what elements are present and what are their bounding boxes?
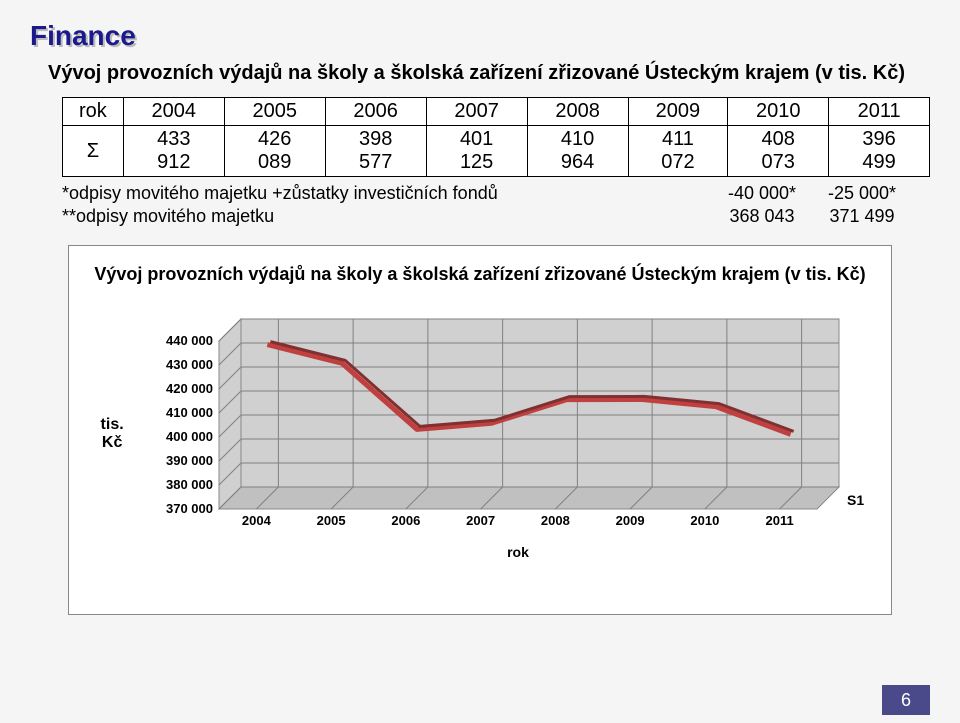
table-cell: 433 912 bbox=[123, 126, 224, 177]
table-header-year: 2011 bbox=[829, 98, 930, 126]
svg-text:2008: 2008 bbox=[541, 513, 570, 528]
line-chart: 370 000 380 000 390 000 400 000 410 000 420 0… bbox=[139, 309, 871, 559]
chart-ylabel: tis. Kč bbox=[89, 416, 135, 452]
svg-text:440 000: 440 000 bbox=[166, 333, 213, 348]
svg-text:400 000: 400 000 bbox=[166, 429, 213, 444]
table-cell: 410 964 bbox=[527, 126, 628, 177]
table-cell: 411 072 bbox=[628, 126, 728, 177]
chart-title: Vývoj provozních výdajů na školy a škols… bbox=[89, 264, 871, 285]
svg-text:2005: 2005 bbox=[317, 513, 346, 528]
table-header-year: 2008 bbox=[527, 98, 628, 126]
svg-text:2010: 2010 bbox=[691, 513, 720, 528]
table-cell: 396 499 bbox=[829, 126, 930, 177]
table-header-rok: rok bbox=[63, 98, 124, 126]
table-header-year: 2007 bbox=[426, 98, 527, 126]
footnote-1-v1: -40 000* bbox=[712, 183, 812, 204]
table-header-year: 2009 bbox=[628, 98, 728, 126]
table-cell: 426 089 bbox=[224, 126, 325, 177]
svg-text:390 000: 390 000 bbox=[166, 453, 213, 468]
svg-text:2006: 2006 bbox=[392, 513, 421, 528]
table-row-sigma: Σ bbox=[63, 126, 124, 177]
footnote-1-v2: -25 000* bbox=[812, 183, 912, 204]
svg-text:S1: S1 bbox=[847, 492, 864, 508]
svg-text:2009: 2009 bbox=[616, 513, 645, 528]
svg-text:2004: 2004 bbox=[242, 513, 272, 528]
footnote-2-label: **odpisy movitého majetku bbox=[62, 206, 712, 227]
footnote-1-label: *odpisy movitého majetku +zůstatky inves… bbox=[62, 183, 712, 204]
table-cell: 408 073 bbox=[728, 126, 829, 177]
table-cell: 401 125 bbox=[426, 126, 527, 177]
footnote-2-v1: 368 043 bbox=[712, 206, 812, 227]
table-header-year: 2004 bbox=[123, 98, 224, 126]
footnote-2-v2: 371 499 bbox=[812, 206, 912, 227]
subtitle: Vývoj provozních výdajů na školy a škols… bbox=[48, 62, 930, 85]
data-table: rok20042005200620072008200920102011 Σ433… bbox=[62, 97, 930, 177]
table-header-year: 2006 bbox=[325, 98, 426, 126]
footnotes: *odpisy movitého majetku +zůstatky inves… bbox=[62, 183, 912, 227]
svg-text:380 000: 380 000 bbox=[166, 477, 213, 492]
svg-text:370 000: 370 000 bbox=[166, 501, 213, 516]
table-header-year: 2005 bbox=[224, 98, 325, 126]
svg-text:rok: rok bbox=[507, 544, 529, 559]
svg-text:420 000: 420 000 bbox=[166, 381, 213, 396]
table-cell: 398 577 bbox=[325, 126, 426, 177]
svg-text:430 000: 430 000 bbox=[166, 357, 213, 372]
svg-text:2011: 2011 bbox=[766, 513, 794, 528]
chart-container: Vývoj provozních výdajů na školy a škols… bbox=[68, 245, 892, 615]
table-header-year: 2010 bbox=[728, 98, 829, 126]
page-title: Finance bbox=[30, 20, 930, 52]
svg-text:410 000: 410 000 bbox=[166, 405, 213, 420]
page-number: 6 bbox=[882, 685, 930, 715]
svg-text:2007: 2007 bbox=[466, 513, 495, 528]
